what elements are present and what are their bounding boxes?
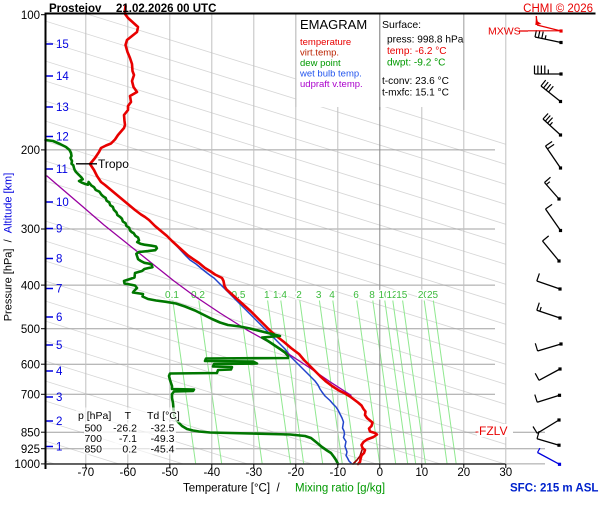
svg-text:1: 1 [264, 290, 270, 301]
svg-text:Surface:: Surface: [382, 19, 421, 31]
svg-text:30: 30 [499, 467, 512, 479]
svg-text:600: 600 [21, 359, 40, 371]
svg-text:0.1: 0.1 [165, 290, 179, 301]
svg-text:10: 10 [415, 467, 428, 479]
svg-text:-60: -60 [119, 467, 136, 479]
svg-text:1000: 1000 [14, 459, 40, 471]
svg-text:3: 3 [316, 290, 322, 301]
svg-text:dwpt: -9.2 °C: dwpt: -9.2 °C [387, 58, 445, 69]
svg-text:Td [°C]: Td [°C] [147, 410, 180, 422]
svg-text:temperature: temperature [300, 37, 351, 48]
svg-text:-26.2: -26.2 [113, 423, 137, 435]
svg-text:-45.4: -45.4 [151, 444, 175, 456]
svg-text:4: 4 [329, 290, 335, 301]
svg-text:6: 6 [353, 290, 359, 301]
svg-text:100: 100 [21, 10, 40, 22]
svg-text:Temperature [°C] /: Temperature [°C] / [183, 483, 280, 495]
svg-text:4: 4 [56, 366, 63, 378]
svg-text:6: 6 [56, 312, 62, 324]
svg-text:200: 200 [21, 145, 40, 157]
svg-text:8: 8 [56, 254, 62, 266]
svg-text:p [hPa]: p [hPa] [78, 410, 111, 422]
svg-text:12: 12 [56, 132, 69, 144]
svg-text:Pressure [hPa] / Altitude [k: Pressure [hPa] / Altitude [km] [3, 173, 15, 322]
svg-text:25: 25 [427, 290, 439, 301]
svg-text:0.2: 0.2 [191, 290, 205, 301]
svg-text:13: 13 [56, 102, 69, 114]
svg-text:20: 20 [457, 467, 470, 479]
svg-text:-32.5: -32.5 [151, 423, 175, 435]
svg-text:8: 8 [369, 290, 375, 301]
svg-text:1.4: 1.4 [273, 290, 287, 301]
svg-text:850: 850 [84, 444, 102, 456]
svg-text:MXWS: MXWS [488, 26, 521, 38]
svg-text:2: 2 [296, 290, 302, 301]
svg-text:500: 500 [21, 324, 40, 336]
svg-text:-10: -10 [329, 467, 346, 479]
svg-text:700: 700 [21, 390, 40, 402]
svg-text:SFC: 215 m ASL: SFC: 215 m ASL [510, 483, 598, 495]
svg-text:dew point: dew point [300, 58, 341, 69]
svg-text:11: 11 [56, 164, 68, 176]
svg-text:CHMI © 2026: CHMI © 2026 [523, 3, 593, 15]
svg-text:21.02.2026 00 UTC: 21.02.2026 00 UTC [116, 3, 216, 15]
svg-text:12: 12 [386, 290, 398, 301]
svg-text:-30: -30 [245, 467, 262, 479]
svg-text:press: 998.8 hPa: press: 998.8 hPa [387, 35, 464, 46]
svg-text:10: 10 [56, 197, 69, 209]
svg-text:-40: -40 [203, 467, 220, 479]
svg-text:-70: -70 [77, 467, 94, 479]
svg-text:wet bulb temp.: wet bulb temp. [299, 69, 362, 80]
svg-text:7: 7 [56, 284, 62, 296]
svg-text:300: 300 [21, 224, 40, 236]
svg-text:700: 700 [84, 433, 102, 445]
svg-text:0.2: 0.2 [122, 444, 137, 456]
svg-text:10: 10 [378, 290, 390, 301]
svg-text:temp: -6.2 °C: temp: -6.2 °C [387, 46, 447, 57]
svg-text:Tropo: Tropo [98, 157, 129, 171]
svg-text:T: T [125, 410, 132, 422]
svg-text:t-conv: 23.6 °C: t-conv: 23.6 °C [382, 76, 449, 87]
svg-text:400: 400 [21, 280, 40, 292]
svg-text:0: 0 [377, 467, 383, 479]
svg-text:500: 500 [84, 423, 102, 435]
svg-text:udpraft v.temp.: udpraft v.temp. [300, 79, 363, 90]
svg-text:850: 850 [21, 427, 40, 439]
svg-text:-49.3: -49.3 [151, 433, 175, 445]
svg-text:-20: -20 [287, 467, 304, 479]
svg-text:t-mxfc: 15.1 °C: t-mxfc: 15.1 °C [382, 88, 449, 99]
svg-text:5: 5 [56, 340, 62, 352]
svg-text:9: 9 [56, 224, 62, 236]
svg-text:925: 925 [21, 444, 40, 456]
svg-text:14: 14 [56, 71, 69, 83]
svg-text:2: 2 [56, 416, 62, 428]
svg-text:EMAGRAM: EMAGRAM [300, 17, 367, 32]
svg-text:Mixing ratio [g/kg]: Mixing ratio [g/kg] [295, 483, 385, 495]
svg-text:-50: -50 [161, 467, 178, 479]
svg-text:-FZLV: -FZLV [475, 424, 507, 438]
svg-text:15: 15 [396, 290, 408, 301]
svg-text:3: 3 [56, 392, 62, 404]
svg-text:virt.temp.: virt.temp. [300, 48, 339, 59]
svg-text:Prostejov: Prostejov [49, 3, 102, 15]
svg-text:15: 15 [56, 39, 69, 51]
svg-text:-7.1: -7.1 [119, 433, 137, 445]
svg-text:20: 20 [418, 290, 430, 301]
svg-text:1: 1 [56, 442, 62, 454]
